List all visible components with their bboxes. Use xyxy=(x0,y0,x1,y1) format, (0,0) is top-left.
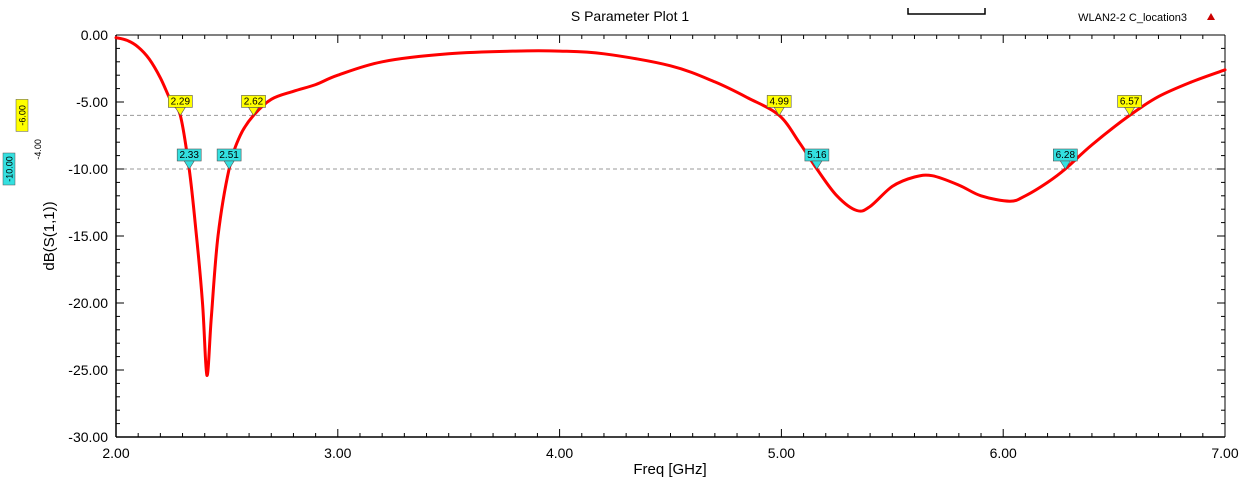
tick-labels: 2.00 3.00 4.00 5.00 6.00 7.00 0.00 -5.00 -10.00 -… xyxy=(68,27,1239,461)
marker-label: 4.99 xyxy=(769,96,789,107)
y-tick-label: -20.00 xyxy=(68,295,108,311)
marker-2.29[interactable]: 2.29 xyxy=(168,95,193,116)
curve-layer xyxy=(114,36,1227,377)
marker-pointer-icon xyxy=(811,160,823,170)
y-tick-label: -25.00 xyxy=(68,362,108,378)
marker-label: 2.62 xyxy=(244,96,264,107)
limit-badge xyxy=(15,99,29,132)
marker-pointer-icon xyxy=(1124,107,1136,116)
y-tick-label: -5.00 xyxy=(76,94,108,110)
markers: 2.29 2.62 4.99 6.57 2.33 2.51 5.16 6.28 xyxy=(168,95,1142,170)
limit-sub-label: -4.00 xyxy=(33,139,43,160)
x-tick-label: 2.00 xyxy=(102,445,129,461)
marker-pointer-icon xyxy=(174,107,186,116)
marker-label: 5.16 xyxy=(807,150,827,161)
x-tick-label: 7.00 xyxy=(1211,445,1238,461)
x-tick-label: 3.00 xyxy=(324,445,351,461)
limit-lines: -6.00 -4.00 -10.00 xyxy=(2,99,1225,186)
marker-label: 2.51 xyxy=(219,150,239,161)
marker-pointer-icon xyxy=(773,107,785,116)
x-tick-label: 5.00 xyxy=(768,445,795,461)
x-tick-label: 4.00 xyxy=(546,445,573,461)
x-tick-label: 6.00 xyxy=(990,445,1017,461)
limit-label: -10.00 xyxy=(2,152,16,186)
marker-4.99[interactable]: 4.99 xyxy=(766,95,792,116)
triangle-up-icon xyxy=(1207,13,1215,20)
x-axis-title: Freq [GHz] xyxy=(633,461,706,478)
limit-sub-value: -4.00 xyxy=(33,139,43,160)
marker-label: 6.57 xyxy=(1120,96,1140,107)
s11-curve xyxy=(114,36,1227,377)
marker-label: 6.28 xyxy=(1056,150,1076,161)
y-tick-label: -10.00 xyxy=(68,161,108,177)
marker-pointer-icon xyxy=(1059,160,1071,170)
limit-value: -6.00 xyxy=(18,105,28,126)
axis-ticks xyxy=(115,34,1226,438)
marker-2.51[interactable]: 2.51 xyxy=(216,148,242,170)
y-axis-title: dB(S(1,1)) xyxy=(41,201,58,270)
marker-label: 2.33 xyxy=(179,150,199,161)
marker-label: 2.29 xyxy=(171,96,191,107)
legend[interactable]: WLAN2-2 C_location3 xyxy=(907,8,1215,24)
limit-value: -10.00 xyxy=(5,156,15,182)
limit-label: -6.00 xyxy=(15,99,29,132)
marker-pointer-icon xyxy=(223,160,235,170)
y-tick-label: 0.00 xyxy=(81,27,108,43)
limit-badge xyxy=(2,152,16,186)
marker-2.33[interactable]: 2.33 xyxy=(176,148,202,170)
y-tick-label: -15.00 xyxy=(68,228,108,244)
chart-title: S Parameter Plot 1 xyxy=(571,8,689,24)
marker-6.28[interactable]: 6.28 xyxy=(1053,148,1078,170)
legend-entry[interactable]: WLAN2-2 C_location3 xyxy=(1078,12,1187,24)
y-tick-label: -30.00 xyxy=(68,429,108,445)
marker-6.57[interactable]: 6.57 xyxy=(1117,95,1142,116)
legend-frame xyxy=(907,8,986,15)
marker-5.16[interactable]: 5.16 xyxy=(804,148,830,170)
marker-pointer-icon xyxy=(183,160,195,170)
marker-pointer-icon xyxy=(247,107,260,116)
marker-2.62[interactable]: 2.62 xyxy=(241,95,266,116)
